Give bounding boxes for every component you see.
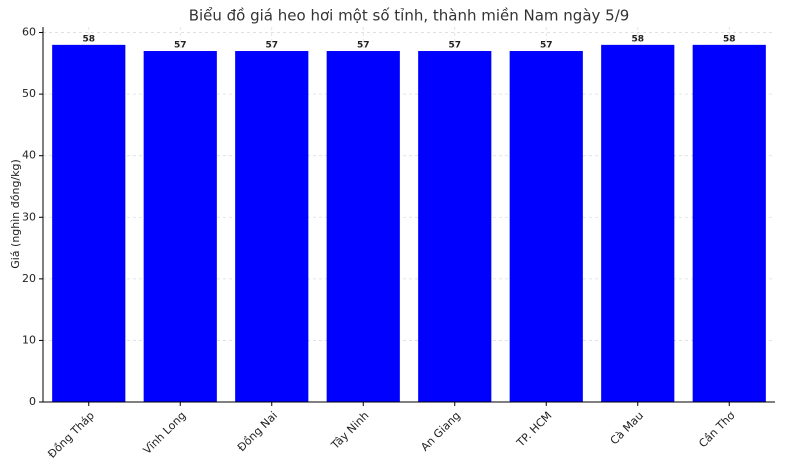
y-tick-label: 0 [29, 395, 36, 408]
value-label: 58 [631, 34, 644, 44]
x-tick-label: An Giang [418, 409, 463, 454]
bar [143, 51, 217, 403]
bar [509, 51, 583, 403]
y-tick-label: 20 [22, 272, 36, 285]
bar [52, 44, 126, 402]
value-label: 57 [357, 41, 370, 51]
value-label: 57 [448, 41, 461, 51]
x-tick-label: Tây Ninh [328, 409, 371, 452]
value-label: 57 [174, 41, 187, 51]
y-tick-label: 50 [22, 87, 36, 100]
y-tick-label: 40 [22, 149, 36, 162]
bar [235, 51, 309, 403]
y-tick-label: 60 [22, 26, 36, 39]
x-tick-label: Đồng Nai [235, 409, 280, 454]
value-label: 57 [540, 41, 553, 51]
y-axis-label: Giá (nghìn đồng/kg) [9, 159, 22, 269]
bar [601, 44, 675, 402]
y-tick-label: 10 [22, 333, 36, 346]
x-tick-label: Cà Mau [608, 409, 646, 447]
bar [326, 51, 400, 403]
x-tick-label: Đồng Tháp [45, 409, 97, 461]
x-tick-label: Cần Thơ [696, 409, 737, 450]
bar [692, 44, 766, 402]
value-label: 57 [265, 41, 278, 51]
chart-title: Biểu đồ giá heo hơi một số tỉnh, thành m… [189, 7, 630, 25]
value-label: 58 [723, 34, 736, 44]
value-label: 58 [82, 34, 95, 44]
x-tick-label: TP. HCM [513, 409, 554, 450]
y-tick-label: 30 [22, 210, 36, 223]
x-tick-label: Vĩnh Long [141, 409, 189, 457]
bar [418, 51, 492, 403]
